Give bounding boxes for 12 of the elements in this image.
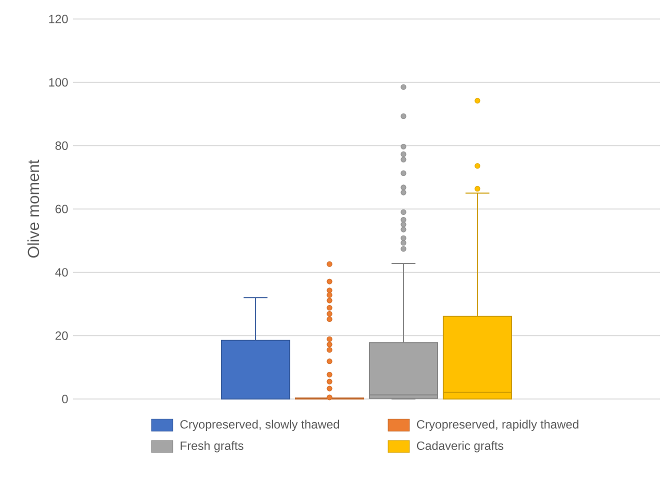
y-tick-label: 100 xyxy=(49,78,68,87)
y-tick-label: 80 xyxy=(55,141,68,150)
y-tick-label: 120 xyxy=(49,14,68,24)
legend-label: Cryopreserved, slowly thawed xyxy=(180,420,340,431)
y-tick-label: 0 xyxy=(62,394,68,404)
legend-label: Cadaveric grafts xyxy=(416,441,504,452)
y-tick-label: 60 xyxy=(56,204,68,214)
legend-label: Fresh grafts xyxy=(180,441,244,452)
y-axis-title: Olive moment xyxy=(27,160,40,258)
legend-label: Cryopreserved, rapidly thawed xyxy=(416,420,578,431)
y-tick-label: 40 xyxy=(55,268,68,277)
y-tick-label: 20 xyxy=(56,331,68,340)
